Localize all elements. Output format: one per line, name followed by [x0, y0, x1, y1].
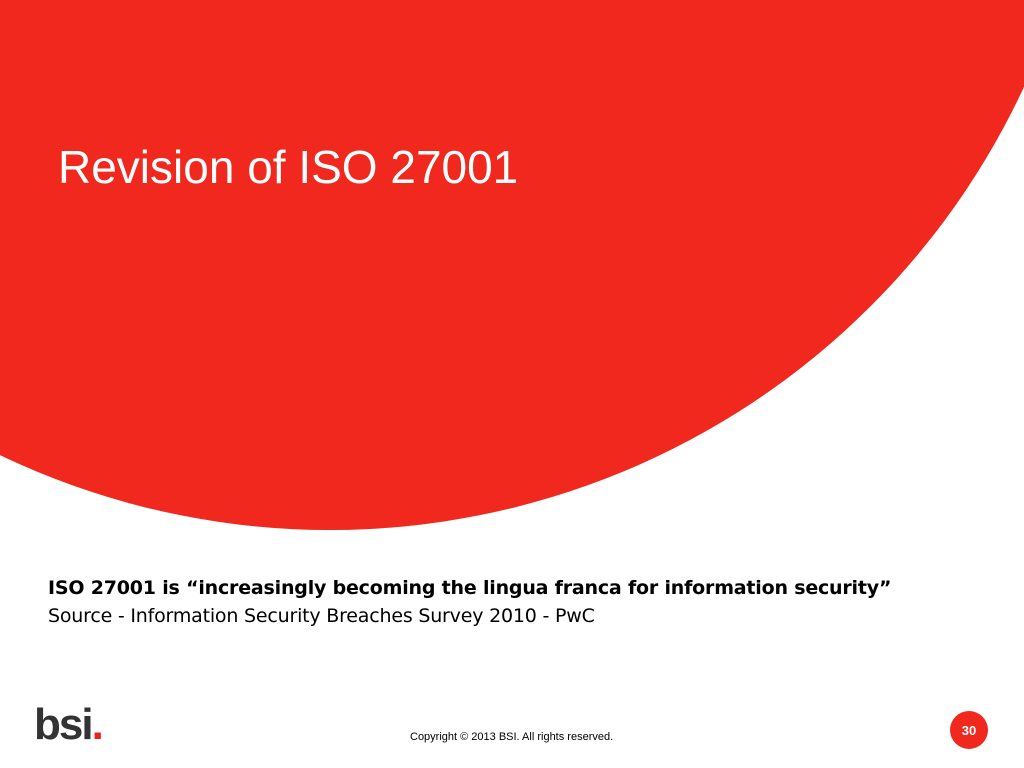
logo: bsi.	[34, 700, 104, 750]
page-number: 30	[950, 711, 988, 749]
logo-text: bsi	[34, 700, 94, 749]
quote: ISO 27001 is “increasingly becoming the …	[48, 577, 892, 599]
source: Source - Information Security Breaches S…	[48, 605, 595, 627]
slide-title: Revision of ISO 27001	[58, 141, 519, 193]
red-arc	[0, 0, 1024, 530]
copyright: Copyright © 2013 BSI. All rights reserve…	[410, 731, 614, 743]
logo-dot: .	[91, 700, 104, 749]
